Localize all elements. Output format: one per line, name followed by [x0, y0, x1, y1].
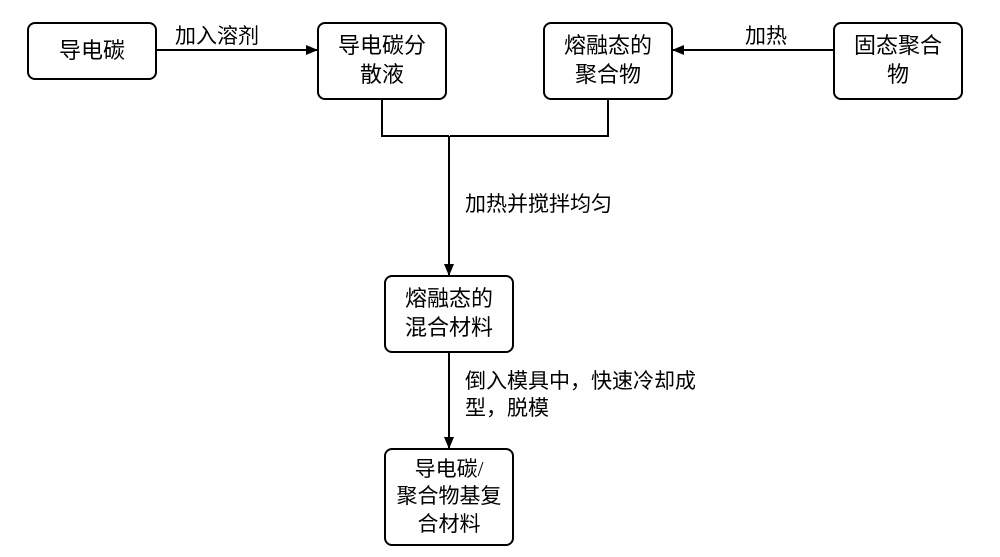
edge-label-add-solvent: 加入溶剂 — [175, 20, 259, 50]
label-text: 加热 — [745, 24, 787, 48]
edge-label-heat-stir: 加热并搅拌均匀 — [465, 188, 612, 218]
node-label: 导电碳/聚合物基复合材料 — [397, 456, 502, 538]
node-label: 固态聚合物 — [854, 32, 942, 89]
edge-label-heat: 加热 — [745, 20, 787, 50]
label-text: 加入溶剂 — [175, 24, 259, 48]
node-molten-polymer: 熔融态的聚合物 — [543, 22, 673, 100]
edge-label-mold-line2: 型，脱模 — [465, 392, 549, 422]
node-carbon-dispersion: 导电碳分散液 — [317, 22, 447, 100]
node-label: 熔融态的混合材料 — [405, 285, 493, 342]
label-text: 倒入模具中，快速冷却成 — [465, 369, 696, 393]
node-label: 导电碳分散液 — [338, 32, 426, 89]
label-text: 型，脱模 — [465, 396, 549, 420]
node-solid-polymer: 固态聚合物 — [833, 22, 963, 100]
node-composite-material: 导电碳/聚合物基复合材料 — [384, 448, 514, 546]
edge-label-mold-line1: 倒入模具中，快速冷却成 — [465, 365, 696, 395]
node-molten-mixture: 熔融态的混合材料 — [384, 275, 514, 353]
node-label: 导电碳 — [59, 37, 125, 66]
label-text: 加热并搅拌均匀 — [465, 192, 612, 216]
node-label: 熔融态的聚合物 — [564, 32, 652, 89]
node-conductive-carbon: 导电碳 — [27, 22, 157, 80]
